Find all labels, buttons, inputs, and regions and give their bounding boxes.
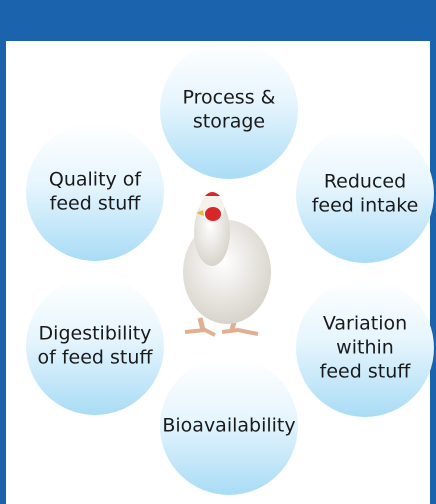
bubble-label: Reduced xyxy=(324,171,406,193)
bubble-label: storage xyxy=(193,111,265,133)
bubble-label: of feed stuff xyxy=(37,347,153,369)
bubble-label: Digestibility xyxy=(39,323,152,345)
bubble-label: Quality of xyxy=(49,169,143,191)
bubble-label: Process & xyxy=(183,87,276,109)
bubble-label: feed stuff xyxy=(320,361,412,383)
bubble-label: Bioavailability xyxy=(162,415,295,437)
bubble-label: within xyxy=(336,337,394,359)
diagram: Process &storage Reducedfeed intake Variat… xyxy=(0,0,436,504)
page: {"nodes": [ {"lines": ["Process &", "sto… xyxy=(0,0,436,504)
bubble-label: feed intake xyxy=(312,195,419,217)
header-bar xyxy=(0,0,436,40)
bubble-label: Variation xyxy=(323,313,407,335)
bubble-label: feed stuff xyxy=(50,193,142,215)
